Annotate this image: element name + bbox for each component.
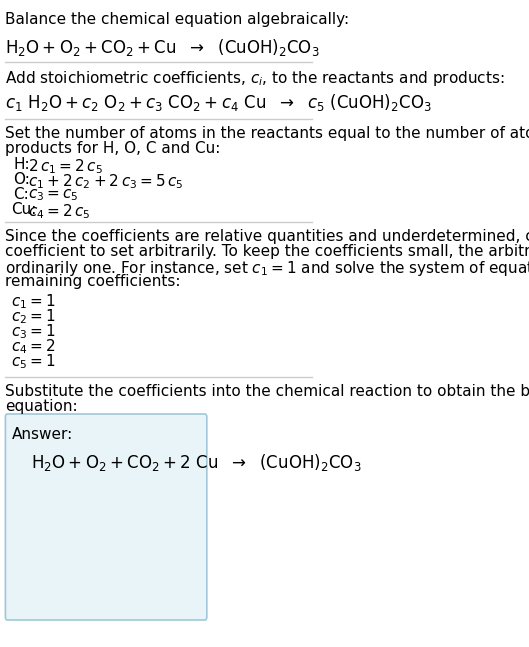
- Text: coefficient to set arbitrarily. To keep the coefficients small, the arbitrary va: coefficient to set arbitrarily. To keep …: [5, 244, 529, 259]
- Text: $c_4 = 2\,c_5$: $c_4 = 2\,c_5$: [28, 202, 90, 221]
- Text: O:: O:: [13, 172, 30, 187]
- Text: $\mathrm{H_2O + O_2 + CO_2 + Cu}$  $\rightarrow$  $\mathrm{(CuOH)_2CO_3}$: $\mathrm{H_2O + O_2 + CO_2 + Cu}$ $\righ…: [5, 37, 320, 58]
- Text: H:: H:: [13, 157, 30, 172]
- Text: $\mathrm{H_2O + O_2 + CO_2 + 2\ Cu}$  $\rightarrow$  $\mathrm{(CuOH)_2CO_3}$: $\mathrm{H_2O + O_2 + CO_2 + 2\ Cu}$ $\r…: [31, 452, 362, 473]
- Text: Balance the chemical equation algebraically:: Balance the chemical equation algebraica…: [5, 12, 349, 27]
- Text: products for H, O, C and Cu:: products for H, O, C and Cu:: [5, 141, 220, 156]
- Text: $c_5 = 1$: $c_5 = 1$: [11, 352, 56, 371]
- FancyBboxPatch shape: [5, 414, 207, 620]
- Text: $c_3 = c_5$: $c_3 = c_5$: [28, 187, 78, 203]
- Text: Add stoichiometric coefficients, $c_i$, to the reactants and products:: Add stoichiometric coefficients, $c_i$, …: [5, 69, 504, 88]
- Text: C:: C:: [13, 187, 29, 202]
- Text: $c_1 = 1$: $c_1 = 1$: [11, 292, 56, 311]
- Text: $c_4 = 2$: $c_4 = 2$: [11, 337, 55, 356]
- Text: $2\,c_1 = 2\,c_5$: $2\,c_1 = 2\,c_5$: [28, 157, 103, 176]
- Text: $c_3 = 1$: $c_3 = 1$: [11, 322, 56, 341]
- Text: Cu:: Cu:: [11, 202, 36, 217]
- Text: equation:: equation:: [5, 399, 77, 414]
- Text: Answer:: Answer:: [12, 427, 73, 442]
- Text: Since the coefficients are relative quantities and underdetermined, choose a: Since the coefficients are relative quan…: [5, 229, 529, 244]
- Text: Set the number of atoms in the reactants equal to the number of atoms in the: Set the number of atoms in the reactants…: [5, 126, 529, 141]
- Text: $c_1 + 2\,c_2 + 2\,c_3 = 5\,c_5$: $c_1 + 2\,c_2 + 2\,c_3 = 5\,c_5$: [28, 172, 183, 191]
- Text: remaining coefficients:: remaining coefficients:: [5, 274, 180, 289]
- Text: Substitute the coefficients into the chemical reaction to obtain the balanced: Substitute the coefficients into the che…: [5, 384, 529, 399]
- Text: $c_2 = 1$: $c_2 = 1$: [11, 307, 56, 325]
- Text: $c_1\ \mathrm{H_2O} + c_2\ \mathrm{O_2} + c_3\ \mathrm{CO_2} + c_4\ \mathrm{Cu}$: $c_1\ \mathrm{H_2O} + c_2\ \mathrm{O_2} …: [5, 92, 432, 113]
- Text: ordinarily one. For instance, set $c_1 = 1$ and solve the system of equations fo: ordinarily one. For instance, set $c_1 =…: [5, 259, 529, 278]
